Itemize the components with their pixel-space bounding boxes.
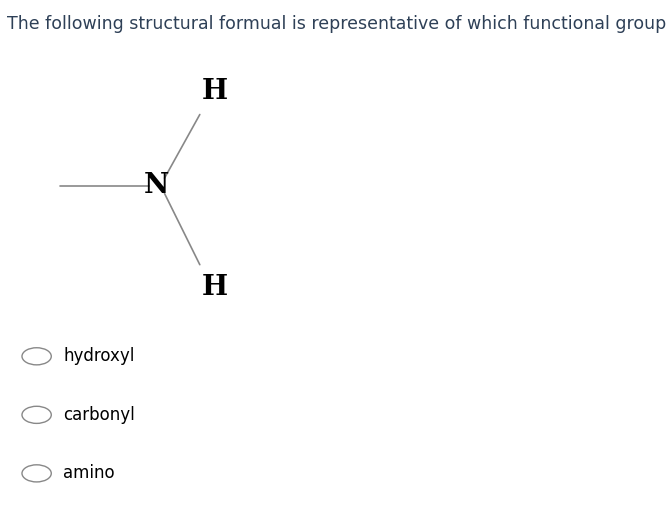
Text: N: N [144, 172, 169, 200]
Text: carbonyl: carbonyl [63, 406, 135, 424]
Text: The following structural formual is representative of which functional group?: The following structural formual is repr… [7, 15, 666, 33]
Text: H: H [202, 78, 228, 105]
Text: H: H [202, 274, 228, 301]
Text: hydroxyl: hydroxyl [63, 347, 135, 365]
Text: amino: amino [63, 464, 115, 483]
